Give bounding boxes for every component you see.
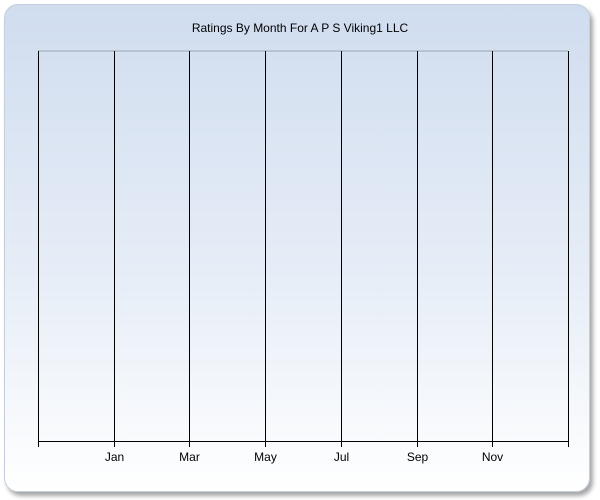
x-tick-label: May — [254, 450, 277, 464]
x-tick-label: Jan — [105, 450, 124, 464]
chart-title: Ratings By Month For A P S Viking1 LLC — [191, 21, 409, 35]
x-tick-label: Mar — [179, 450, 200, 464]
x-tick-label: Sep — [407, 450, 429, 464]
x-tick-label: Nov — [482, 450, 503, 464]
x-tick-label: Jul — [334, 450, 349, 464]
